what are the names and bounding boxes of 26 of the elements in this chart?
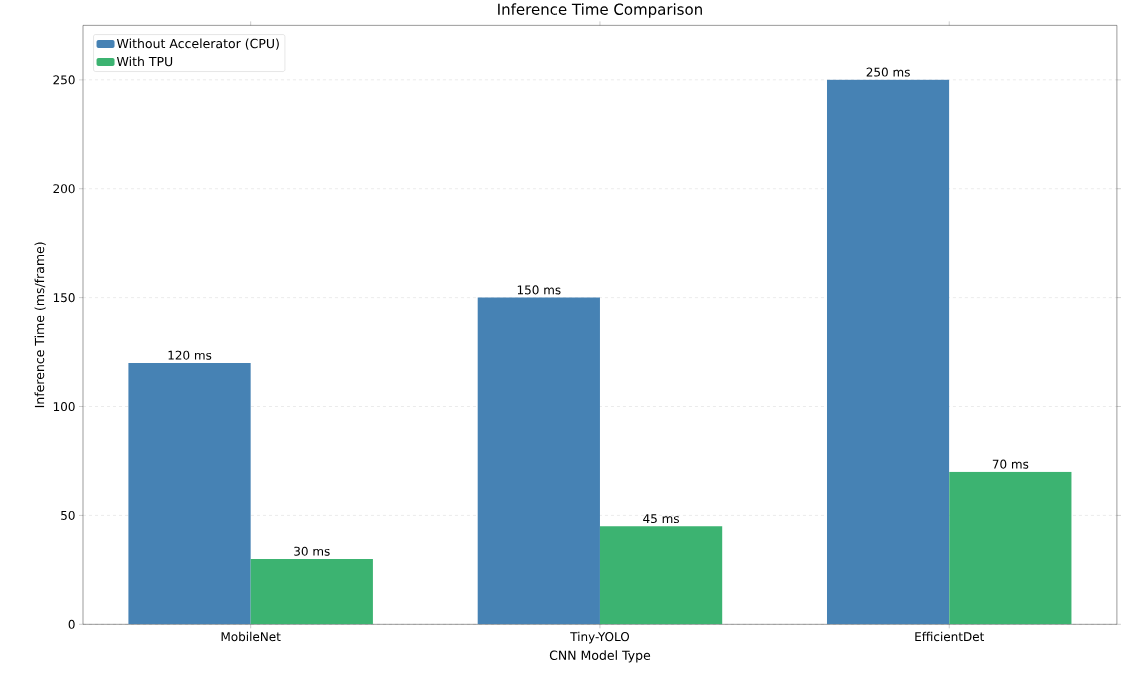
data-label: 30 ms bbox=[294, 546, 330, 556]
bar bbox=[477, 297, 600, 625]
data-label: 45 ms bbox=[643, 514, 679, 523]
y-tick-label: 150 bbox=[53, 292, 75, 302]
x-tick-label: Tiny-YOLO bbox=[570, 631, 630, 644]
x-tick-label: MobileNet bbox=[221, 631, 281, 641]
y-tick-label: 50 bbox=[61, 510, 75, 520]
x-axis-title: CNN Model Type bbox=[549, 650, 651, 663]
data-label: 250 ms bbox=[866, 67, 910, 77]
bar bbox=[949, 471, 1072, 625]
y-axis-title: Inference Time (ms/frame) bbox=[34, 242, 46, 407]
bar bbox=[599, 526, 723, 625]
y-tick-label: 100 bbox=[53, 401, 75, 411]
y-tick-label: 250 bbox=[53, 75, 75, 85]
y-tick-label: 0 bbox=[68, 619, 75, 629]
data-label: 70 ms bbox=[992, 459, 1029, 469]
data-label: 150 ms bbox=[517, 285, 561, 295]
bar bbox=[250, 558, 373, 625]
chart-title: Inference Time Comparison bbox=[498, 3, 702, 18]
legend-label: With TPU bbox=[116, 56, 173, 67]
data-label: 120 ms bbox=[168, 350, 212, 360]
x-tick-label: EfficientDet bbox=[915, 631, 985, 641]
legend-label: Without Accelerator (CPU) bbox=[116, 38, 279, 50]
y-tick-label: 200 bbox=[53, 184, 75, 194]
bar bbox=[128, 362, 251, 625]
bar bbox=[826, 79, 950, 625]
